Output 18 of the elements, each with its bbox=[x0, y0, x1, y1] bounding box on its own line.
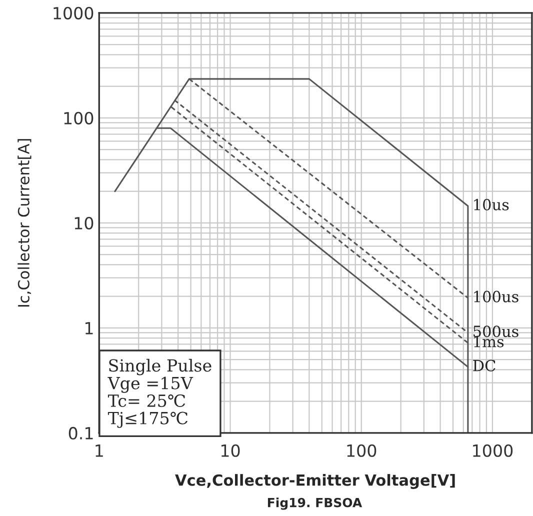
series-label: 1ms bbox=[474, 336, 504, 348]
y-tick-label: 0.1 bbox=[68, 426, 93, 440]
y-tick-label: 1000 bbox=[54, 6, 94, 20]
y-tick-label: 10 bbox=[74, 216, 94, 230]
x-axis-title: Vce,Collector-Emitter Voltage[V] bbox=[175, 474, 455, 489]
y-axis-title: Ic,Collector Current[A] bbox=[18, 139, 32, 307]
series-label: DC bbox=[473, 360, 496, 372]
caption: Fig19. FBSOA bbox=[268, 498, 362, 510]
series-label: 10us bbox=[474, 198, 509, 210]
x-tick-label: 1000 bbox=[473, 444, 513, 457]
y-tick-label: 100 bbox=[64, 112, 94, 124]
x-tick-label: 100 bbox=[347, 444, 376, 457]
series-label: 500us bbox=[474, 326, 518, 338]
series-label: 100us bbox=[474, 290, 518, 302]
x-tick-label: 10 bbox=[221, 444, 240, 457]
x-tick-label: 1 bbox=[96, 444, 103, 457]
y-tick-label: 1 bbox=[86, 322, 93, 334]
annotation: Single Pulse Vge =15V Tc= 25℃ Tj≤175℃ bbox=[108, 358, 212, 428]
